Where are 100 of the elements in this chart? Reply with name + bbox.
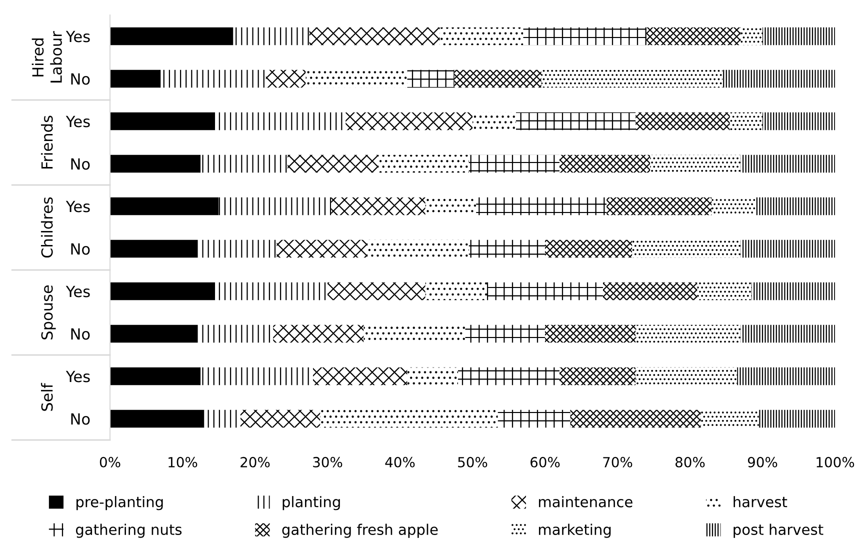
bar: [110, 27, 234, 46]
bar: [306, 70, 408, 88]
text: Hired Labour: [32, 31, 62, 82]
bar: [472, 112, 516, 130]
legend-label: planting: [282, 496, 340, 510]
bar: [755, 197, 835, 216]
y-tick-label: Yes: [66, 30, 90, 42]
legend-label: gathering nuts: [76, 524, 182, 538]
y-tick-label: No: [71, 328, 90, 340]
x-tick-label: 100%: [816, 456, 854, 468]
bar: [697, 282, 752, 300]
bar: [606, 197, 712, 216]
bar: [523, 27, 646, 46]
bar: [320, 410, 498, 428]
bar: [458, 367, 560, 386]
bar: [737, 367, 835, 386]
bar: [273, 324, 364, 343]
bar: [740, 27, 762, 46]
bar: [560, 367, 636, 386]
x-tick-label: 70%: [603, 456, 632, 468]
x-tick-label: 80%: [676, 456, 705, 468]
bar: [650, 154, 741, 173]
text: Friends: [40, 116, 53, 168]
text: Self: [40, 382, 53, 411]
bar: [407, 70, 454, 88]
text: Spouse: [41, 285, 56, 340]
bar: [313, 367, 408, 386]
legend-label: maintenance: [538, 496, 632, 508]
bar: [636, 367, 738, 386]
bar: [200, 154, 288, 173]
legend-label: harvest: [734, 496, 788, 508]
bar: [309, 27, 440, 46]
bar: [110, 154, 201, 173]
bar: [110, 70, 161, 88]
legend-label: marketing: [538, 524, 611, 538]
bar: [440, 27, 524, 46]
bar: [160, 70, 266, 88]
bar: [752, 282, 835, 300]
bar: [110, 240, 197, 258]
bar: [266, 70, 306, 88]
bar: [740, 324, 835, 343]
bar: [570, 410, 701, 428]
bar: [712, 197, 756, 216]
bar: [636, 112, 730, 130]
x-tick-label: 40%: [385, 456, 415, 468]
bar: [465, 324, 545, 343]
legend-label: pre-planting: [76, 496, 163, 510]
bar: [197, 240, 277, 258]
x-tick-label: 30%: [313, 456, 342, 468]
bar: [288, 154, 378, 173]
bar: [722, 70, 835, 88]
y-tick-label: Yes: [66, 200, 90, 212]
bar: [378, 154, 469, 173]
bar: [276, 240, 368, 258]
x-tick-label: 60%: [530, 456, 560, 468]
legend-label: gathering fresh apple: [282, 524, 438, 538]
bar: [364, 324, 466, 343]
bar: [110, 112, 216, 130]
bar: [762, 27, 835, 46]
x-tick-label: 20%: [240, 456, 270, 468]
bar: [762, 112, 835, 130]
legend-label: post harvest: [734, 524, 824, 538]
bar: [541, 70, 723, 88]
bar: [110, 410, 204, 428]
bar: [730, 112, 762, 130]
y-tick-label: No: [71, 73, 90, 85]
bar: [110, 197, 219, 216]
bar: [516, 112, 636, 130]
bar: [498, 410, 570, 428]
bar: [636, 324, 741, 343]
text: Childres: [40, 197, 53, 258]
bar: [646, 27, 741, 46]
bar: [632, 240, 741, 258]
bar: [367, 240, 469, 258]
x-tick-label: 0%: [100, 456, 120, 468]
bar: [110, 367, 201, 386]
bar: [346, 112, 472, 130]
x-tick-label: 50%: [458, 456, 488, 468]
bar: [476, 197, 607, 216]
bar: [331, 197, 426, 216]
y-tick-label: Yes: [66, 370, 90, 382]
bar: [407, 367, 458, 386]
bar: [468, 154, 560, 173]
bar: [758, 410, 835, 428]
bar: [740, 154, 835, 173]
y-tick-label: No: [71, 243, 90, 255]
bar: [233, 27, 310, 46]
bar: [240, 410, 320, 428]
bar: [545, 240, 632, 258]
bar: [110, 282, 216, 300]
bar: [740, 240, 835, 258]
y-tick-label: Yes: [66, 116, 90, 128]
bar: [545, 324, 636, 343]
x-tick-label: 10%: [168, 456, 198, 468]
bar: [425, 282, 487, 300]
bar: [328, 282, 426, 300]
bar: [425, 197, 476, 216]
y-tick-label: Yes: [66, 286, 90, 298]
bar: [487, 282, 603, 300]
bar: [215, 282, 328, 300]
